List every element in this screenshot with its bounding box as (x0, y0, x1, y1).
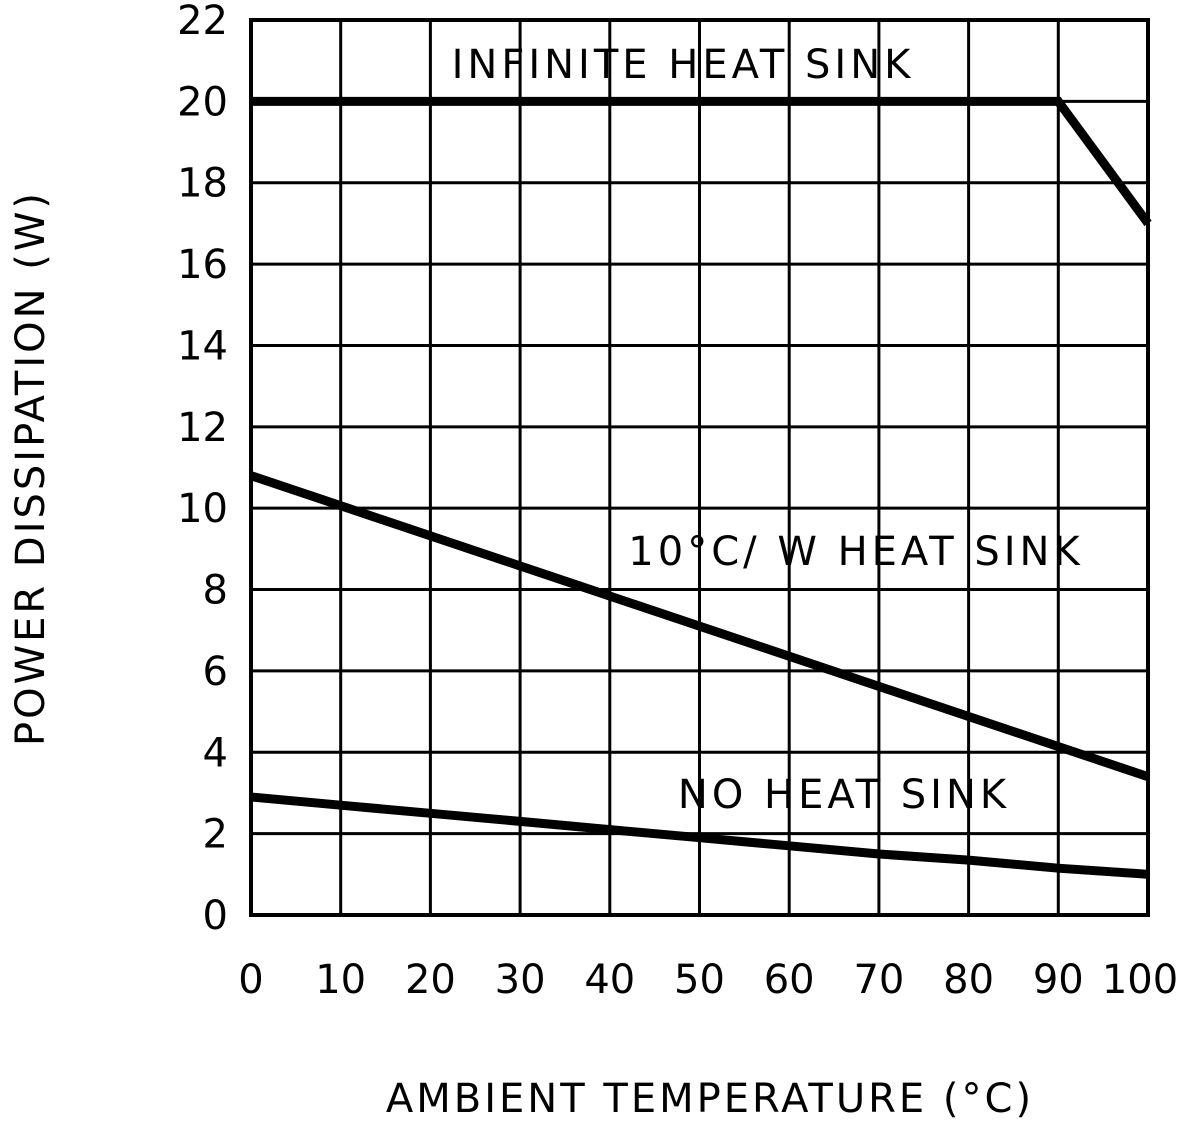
y-tick-label: 6 (203, 649, 228, 695)
y-tick-label: 12 (177, 405, 228, 451)
series-label-1: 10°C/ W HEAT SINK (628, 529, 1083, 575)
y-tick-label: 22 (177, 0, 228, 44)
x-tick-label: 70 (853, 957, 904, 1003)
series-line-1 (249, 471, 1150, 781)
x-tick-label: 100 (1102, 957, 1178, 1003)
x-tick-label: 50 (674, 957, 725, 1003)
x-tick-label: 40 (584, 957, 635, 1003)
x-tick-label: 20 (405, 957, 456, 1003)
y-tick-label: 4 (203, 730, 228, 776)
x-axis-title: AMBIENT TEMPERATURE (°C) (386, 1076, 1034, 1121)
y-tick-label: 10 (177, 486, 228, 532)
x-tick-label: 10 (315, 957, 366, 1003)
series-annotations: INFINITE HEAT SINK 10°C/ W HEAT SINK NO HE… (452, 42, 1083, 818)
plot-area-border (249, 18, 1150, 917)
y-tick-label: 20 (177, 79, 228, 125)
x-tick-label: 80 (943, 957, 994, 1003)
x-tick-labels: 0 10 20 30 40 50 60 70 80 90 100 (238, 957, 1178, 1003)
series-label-2: NO HEAT SINK (678, 772, 1010, 818)
y-tick-label: 0 (203, 893, 228, 939)
y-tick-label: 14 (177, 323, 228, 369)
series-label-0: INFINITE HEAT SINK (452, 42, 915, 88)
y-tick-label: 8 (203, 568, 228, 614)
plot-frame (249, 18, 1150, 917)
series-line-2 (250, 792, 1149, 879)
y-axis-title: POWER DISSIPATION (W) (8, 190, 54, 746)
x-tick-label: 90 (1033, 957, 1084, 1003)
y-tick-label: 16 (177, 242, 228, 288)
y-tick-labels: 0 2 4 6 8 10 12 14 16 18 20 22 (177, 0, 228, 939)
series-lines (249, 96, 1152, 879)
x-tick-label: 60 (764, 957, 815, 1003)
x-tick-label: 30 (495, 957, 546, 1003)
series-line-0 (251, 96, 1152, 227)
x-tick-label: 0 (238, 957, 263, 1003)
y-tick-label: 18 (177, 161, 228, 207)
y-tick-label: 2 (203, 812, 228, 858)
